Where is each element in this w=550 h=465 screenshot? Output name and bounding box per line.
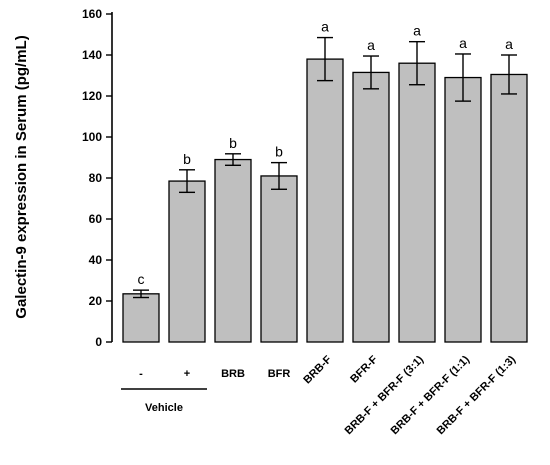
y-axis-title: Galectin-9 expression in Serum (pg/mL)	[13, 35, 30, 318]
significance-letter: a	[321, 19, 329, 35]
x-tick-label: +	[184, 368, 190, 380]
significance-letter: b	[275, 144, 283, 160]
x-tick-label: BRB-F + BFR-F (3:1)	[343, 353, 427, 437]
bar	[214, 158, 252, 343]
bar	[490, 73, 528, 343]
significance-letter: a	[367, 37, 375, 53]
y-tick-label: 100	[82, 130, 102, 144]
bar	[306, 58, 344, 343]
y-tick-label: 0	[95, 335, 102, 349]
y-axis: 0 20 40 60 80 100 120 140 160	[82, 7, 113, 349]
bar	[352, 71, 390, 343]
y-tick-label: 80	[89, 171, 103, 185]
x-tick-label: BRB-F	[301, 353, 334, 386]
x-tick-label: BFR-F	[348, 353, 380, 385]
y-tick-label: 40	[89, 253, 103, 267]
x-tick-label: BFR	[268, 368, 291, 380]
y-tick-label: 160	[82, 7, 102, 21]
bar	[260, 175, 298, 343]
significance-letter: a	[413, 23, 421, 39]
significance-letter: a	[505, 36, 513, 52]
significance-letter: c	[138, 271, 145, 287]
significance-letter: b	[183, 151, 191, 167]
x-tick-label: BRB-F + BFR-F (1:1)	[389, 353, 473, 437]
x-tick-label: BRB-F + BFR-F (1:3)	[435, 353, 519, 437]
y-tick-label: 20	[89, 294, 103, 308]
significance-letter: a	[459, 35, 467, 51]
bar	[122, 293, 160, 343]
bar	[168, 180, 206, 343]
vehicle-group-label: Vehicle	[145, 402, 183, 414]
y-tick-label: 60	[89, 212, 103, 226]
y-tick-label: 140	[82, 48, 102, 62]
bar	[398, 62, 436, 343]
bar	[444, 76, 482, 343]
significance-letter: b	[229, 135, 237, 151]
bars: c b b b a a a a a	[122, 19, 528, 343]
x-tick-label: BRB	[221, 368, 245, 380]
y-tick-label: 120	[82, 89, 102, 103]
x-tick-label: -	[139, 368, 143, 380]
